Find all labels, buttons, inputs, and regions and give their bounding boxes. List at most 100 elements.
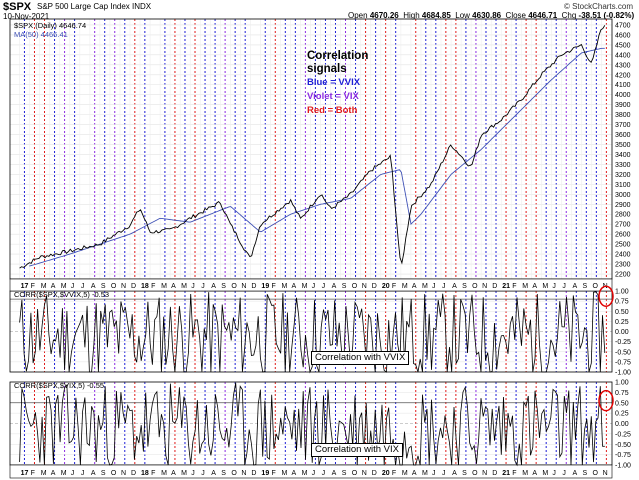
x-tick-label: M <box>181 283 187 290</box>
price-y-tick: 3200 <box>615 172 631 179</box>
price-y-tick: 3600 <box>615 132 631 139</box>
corr-y-tick: -0.75 <box>615 359 631 366</box>
high-label: High <box>403 11 420 20</box>
grid <box>10 19 612 466</box>
low-value: 4630.86 <box>472 11 502 20</box>
open-label: Open <box>348 11 368 20</box>
signal-red-note: Red = Both <box>307 105 358 116</box>
x-tick-label: O <box>472 283 478 290</box>
x-tick-label: M <box>542 283 548 290</box>
highlight-circles <box>598 285 614 412</box>
x-tick-label: J <box>201 470 205 477</box>
x-tick-label: S <box>582 470 587 477</box>
x-tick-label: J <box>432 283 436 290</box>
x-tick-label: D <box>251 283 256 290</box>
x-tick-label: O <box>231 470 237 477</box>
x-tick-label: O <box>593 283 599 290</box>
x-tick-label: A <box>171 470 176 477</box>
x-tick-label: 18 <box>141 470 149 477</box>
x-tick-label: M <box>281 283 287 290</box>
corr-y-tick: -1.00 <box>615 463 631 470</box>
x-tick-label: M <box>161 470 167 477</box>
x-tick-label: J <box>432 470 436 477</box>
panel1-label: Correlation with VVIX <box>311 351 410 365</box>
corr-y-tick: 0.75 <box>615 390 629 397</box>
corr-y-tick: 1.00 <box>615 380 629 387</box>
corr-y-tick: -0.25 <box>615 431 631 438</box>
x-tick-label: M <box>61 283 67 290</box>
price-y-tick: 3100 <box>615 182 631 189</box>
x-tick-label: 19 <box>261 470 269 477</box>
corr-y-tick: -0.25 <box>615 339 631 346</box>
price-y-tick: 2900 <box>615 202 631 209</box>
x-tick-label: 21 <box>502 470 510 477</box>
x-tick-label: A <box>292 283 297 290</box>
price-y-tick: 2300 <box>615 262 631 269</box>
corr-y-tick: 0.00 <box>615 329 629 336</box>
x-tick-label: 20 <box>382 470 390 477</box>
open-value: 4670.26 <box>369 11 399 20</box>
x-axis-band-1 <box>9 278 613 292</box>
x-tick-label: A <box>211 470 216 477</box>
x-tick-label: J <box>322 283 326 290</box>
corr-y-tick: 1.00 <box>615 289 629 296</box>
x-tick-label: J <box>312 283 316 290</box>
x-tick-label: A <box>452 283 457 290</box>
x-tick-label: F <box>271 470 275 477</box>
x-tick-label: O <box>472 470 478 477</box>
x-tick-label: M <box>161 283 167 290</box>
x-tick-label: J <box>191 283 195 290</box>
x-tick-label: A <box>332 470 337 477</box>
x-tick-label: A <box>572 283 577 290</box>
x-tick-label: D <box>492 283 497 290</box>
corr1-legend: CORR($SPX,$VVIX,5) -0.53 <box>14 290 110 299</box>
price-y-tick: 3900 <box>615 102 631 109</box>
x-tick-label: J <box>191 470 195 477</box>
highlight-circle-2 <box>598 389 614 412</box>
highlight-circle-1 <box>598 285 614 308</box>
corr-y-tick: -0.75 <box>615 452 631 459</box>
x-tick-label: A <box>211 283 216 290</box>
x-tick-label: S <box>342 283 347 290</box>
x-tick-label: M <box>181 470 187 477</box>
close-label: Close <box>505 11 526 20</box>
x-tick-label: N <box>603 470 608 477</box>
corr-y-tick: 0.50 <box>615 400 629 407</box>
price-y-tick: 3500 <box>615 142 631 149</box>
x-tick-label: J <box>442 470 446 477</box>
x-tick-label: J <box>552 283 556 290</box>
x-tick-label: S <box>342 470 347 477</box>
x-tick-label: S <box>582 283 587 290</box>
x-axis-band-2 <box>9 464 613 479</box>
panel-frames <box>9 18 613 479</box>
x-tick-label: N <box>121 470 126 477</box>
price-y-tick: 3000 <box>615 192 631 199</box>
price-y-tick: 2500 <box>615 242 631 249</box>
x-tick-label: M <box>302 470 308 477</box>
panel2-label: Correlation with VIX <box>311 443 403 457</box>
x-tick-label: J <box>312 470 316 477</box>
x-tick-label: M <box>302 283 308 290</box>
x-tick-label: S <box>221 470 226 477</box>
price-y-tick: 4100 <box>615 82 631 89</box>
x-tick-label: F <box>31 470 35 477</box>
axis-labels: 2200 2300 2400 2500 2600 2700 2800 2900 3000 3100… <box>21 22 631 477</box>
corr-line-1 <box>19 291 606 374</box>
x-tick-label: A <box>171 283 176 290</box>
corr-line-2 <box>19 382 605 467</box>
price-y-tick: 2200 <box>615 272 631 279</box>
high-value: 4684.85 <box>421 11 451 20</box>
signals-title-1: Correlation <box>307 50 369 62</box>
x-tick-label: O <box>231 283 237 290</box>
x-tick-label: D <box>372 470 377 477</box>
x-tick-label: M <box>422 283 428 290</box>
x-tick-label: J <box>71 283 75 290</box>
x-tick-label: F <box>151 470 155 477</box>
brand-watermark: © StockCharts.com <box>563 2 633 11</box>
x-tick-label: O <box>111 283 117 290</box>
chart-name: S&P 500 Large Cap Index INDX <box>37 2 152 11</box>
x-tick-label: N <box>121 283 126 290</box>
x-tick-label: M <box>281 470 287 477</box>
corr-y-tick: 0.50 <box>615 309 629 316</box>
x-tick-label: J <box>81 470 85 477</box>
